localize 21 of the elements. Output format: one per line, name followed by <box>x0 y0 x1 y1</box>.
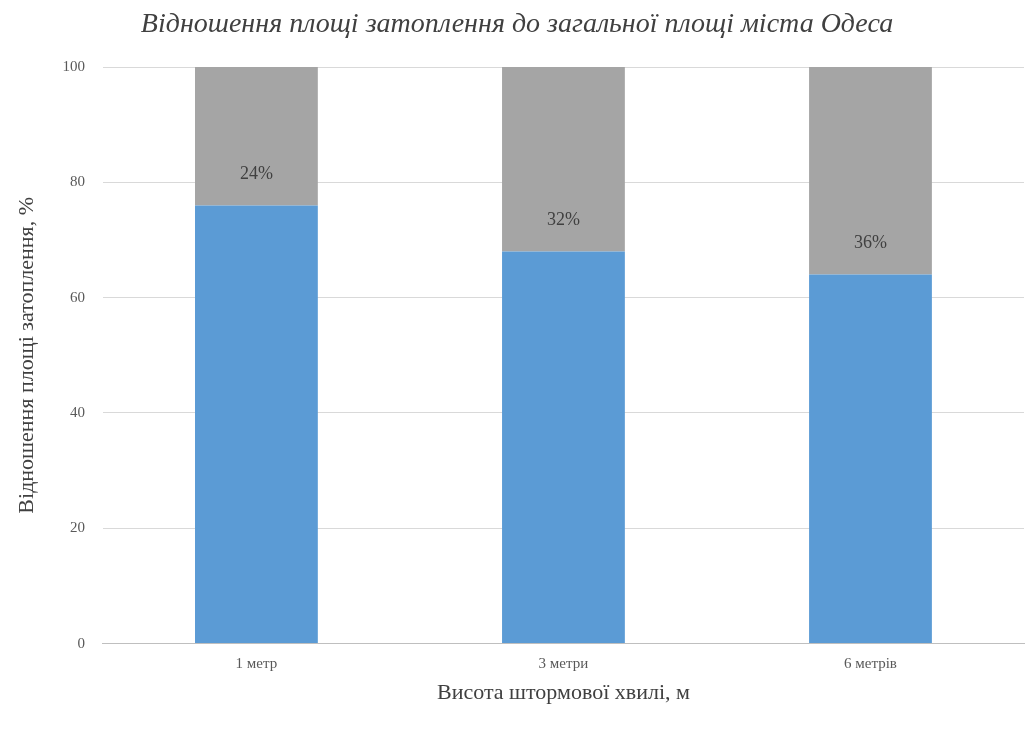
y-tick-label: 60 <box>69 288 85 305</box>
y-tick-label: 40 <box>69 403 85 420</box>
bar <box>809 274 932 644</box>
chart-title: Відношення площі затоплення до загальної площі міста Одеса <box>139 6 895 40</box>
x-tick-label: 1 метр <box>235 654 278 671</box>
data-label: 36% <box>853 232 887 253</box>
bar <box>809 67 932 275</box>
y-tick-label: 80 <box>69 173 85 190</box>
bar <box>502 67 625 252</box>
y-tick-label: 100 <box>62 57 85 74</box>
y-tick-label: 20 <box>69 519 85 536</box>
x-tick-label: 6 метрів <box>844 654 897 671</box>
x-axis-title: Висота штормової хвилі, м <box>436 678 690 704</box>
bar <box>195 205 318 644</box>
y-axis-title: Відношення площі затоплення, % <box>12 196 38 514</box>
data-label: 24% <box>239 163 273 184</box>
x-tick-label: 3 метри <box>538 654 589 671</box>
y-tick-label: 0 <box>77 634 85 651</box>
bar <box>195 67 318 206</box>
bar <box>502 251 625 644</box>
data-label: 32% <box>546 209 580 230</box>
